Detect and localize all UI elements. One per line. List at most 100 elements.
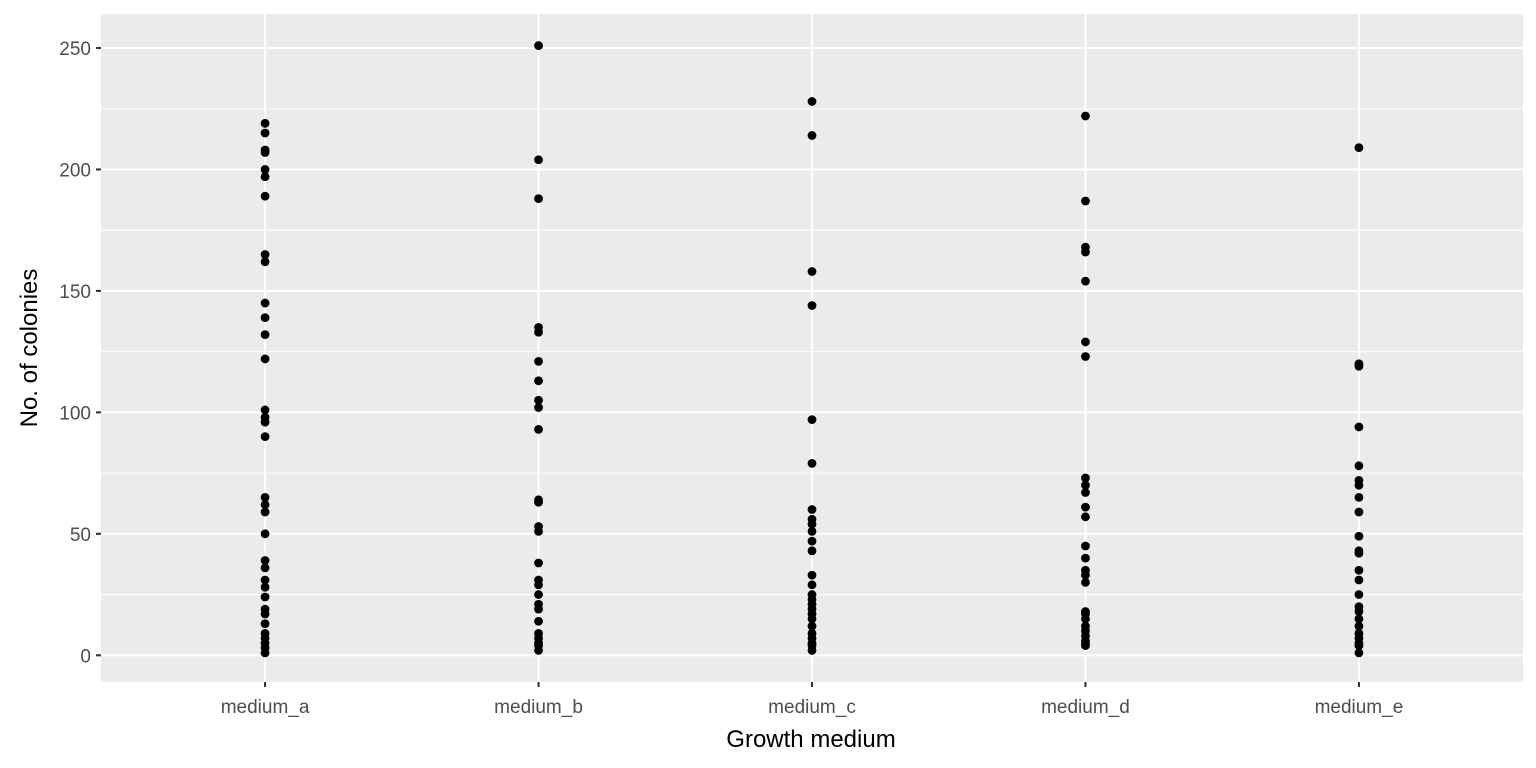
- data-point-medium_d: [1081, 337, 1090, 347]
- data-point-medium_d: [1081, 247, 1090, 257]
- data-point-medium_b: [534, 41, 543, 50]
- data-point-medium_c: [807, 570, 817, 580]
- data-point-medium_c: [807, 614, 817, 624]
- data-point-medium_a: [260, 609, 270, 619]
- data-point-medium_b: [534, 558, 543, 568]
- data-point-medium_c: [807, 301, 817, 310]
- data-point-medium_e: [1354, 575, 1364, 585]
- data-point-medium_c: [807, 519, 817, 529]
- data-point-medium_d: [1081, 352, 1090, 361]
- data-point-medium_a: [260, 417, 270, 427]
- y-axis-title: No. of colonies: [16, 269, 43, 428]
- data-point-medium_e: [1354, 621, 1364, 631]
- data-point-medium_e: [1354, 531, 1364, 541]
- data-point-medium_a: [260, 556, 270, 565]
- data-point-medium_b: [534, 646, 543, 655]
- y-tick-label: 250: [59, 39, 91, 60]
- data-point-medium_a: [260, 582, 270, 592]
- data-point-medium_b: [534, 604, 543, 614]
- data-point-medium_b: [534, 155, 543, 165]
- data-point-medium_d: [1081, 641, 1090, 650]
- data-point-medium_a: [260, 128, 270, 138]
- data-point-medium_a: [260, 529, 270, 539]
- data-point-medium_e: [1354, 548, 1364, 558]
- data-point-medium_d: [1081, 488, 1090, 497]
- data-point-medium_c: [807, 458, 817, 468]
- data-point-medium_c: [807, 97, 817, 106]
- data-point-medium_e: [1354, 422, 1364, 432]
- data-point-medium_a: [260, 330, 270, 340]
- data-point-medium_b: [534, 395, 543, 405]
- data-point-medium_d: [1081, 480, 1090, 490]
- data-point-medium_a: [260, 648, 270, 658]
- x-axis-title: Growth medium: [726, 726, 895, 753]
- data-point-medium_a: [260, 405, 270, 415]
- data-point-medium_c: [807, 621, 817, 631]
- data-point-medium_e: [1354, 607, 1364, 616]
- data-point-medium_d: [1081, 570, 1090, 580]
- data-point-medium_a: [260, 298, 270, 308]
- data-point-medium_e: [1354, 507, 1364, 517]
- data-point-medium_a: [260, 619, 270, 629]
- x-tick-label: medium_a: [221, 697, 310, 718]
- data-point-medium_a: [260, 191, 270, 201]
- data-point-medium_a: [260, 575, 270, 585]
- data-point-medium_b: [534, 526, 543, 536]
- y-tick-label: 100: [59, 403, 91, 424]
- data-point-medium_b: [534, 424, 543, 434]
- data-point-medium_e: [1354, 143, 1364, 153]
- data-point-medium_a: [260, 313, 270, 323]
- axis-ticks: 0 50 100 150 200 250 medium_a medium_b medium_c m…: [59, 39, 1403, 718]
- y-tick-label: 0: [80, 646, 91, 667]
- data-points: [260, 41, 1364, 658]
- data-point-medium_a: [260, 118, 270, 128]
- data-point-medium_b: [534, 403, 543, 412]
- data-point-medium_b: [534, 194, 543, 204]
- data-point-medium_a: [260, 257, 270, 267]
- data-point-medium_e: [1354, 480, 1364, 490]
- y-tick-label: 50: [70, 525, 91, 546]
- data-point-medium_e: [1354, 648, 1364, 658]
- data-point-medium_d: [1081, 502, 1090, 512]
- x-tick-label: medium_b: [494, 697, 583, 718]
- data-point-medium_a: [260, 507, 270, 517]
- data-point-medium_d: [1081, 512, 1090, 522]
- data-point-medium_a: [260, 165, 270, 174]
- data-point-medium_a: [260, 592, 270, 602]
- data-point-medium_a: [260, 432, 270, 442]
- data-point-medium_e: [1354, 461, 1364, 471]
- data-point-medium_a: [260, 563, 270, 573]
- data-point-medium_b: [534, 497, 543, 507]
- data-point-medium_a: [260, 354, 270, 364]
- grid-lines: [101, 14, 1523, 682]
- data-point-medium_b: [534, 580, 543, 590]
- data-point-medium_c: [807, 131, 817, 140]
- data-point-medium_d: [1081, 276, 1090, 286]
- data-point-medium_a: [260, 500, 270, 510]
- data-point-medium_c: [807, 415, 817, 425]
- y-tick-label: 150: [59, 282, 91, 303]
- data-point-medium_b: [534, 590, 543, 599]
- data-point-medium_d: [1081, 196, 1090, 206]
- data-point-medium_a: [260, 492, 270, 502]
- data-point-medium_e: [1354, 641, 1364, 650]
- y-tick-label: 200: [59, 160, 91, 181]
- data-point-medium_c: [807, 536, 817, 546]
- data-point-medium_b: [534, 616, 543, 626]
- data-point-medium_d: [1081, 473, 1090, 483]
- data-point-medium_d: [1081, 553, 1090, 563]
- data-point-medium_e: [1354, 590, 1364, 599]
- data-point-medium_a: [260, 250, 270, 259]
- data-point-medium_a: [260, 172, 270, 182]
- data-point-medium_c: [807, 267, 817, 276]
- data-point-medium_c: [807, 546, 817, 556]
- data-point-medium_e: [1354, 492, 1364, 502]
- data-point-medium_e: [1354, 614, 1364, 624]
- x-tick-label: medium_e: [1315, 697, 1404, 718]
- data-point-medium_c: [807, 580, 817, 590]
- data-point-medium_e: [1354, 361, 1364, 371]
- data-point-medium_d: [1081, 614, 1090, 624]
- data-point-medium_d: [1081, 541, 1090, 551]
- data-point-medium_d: [1081, 111, 1090, 121]
